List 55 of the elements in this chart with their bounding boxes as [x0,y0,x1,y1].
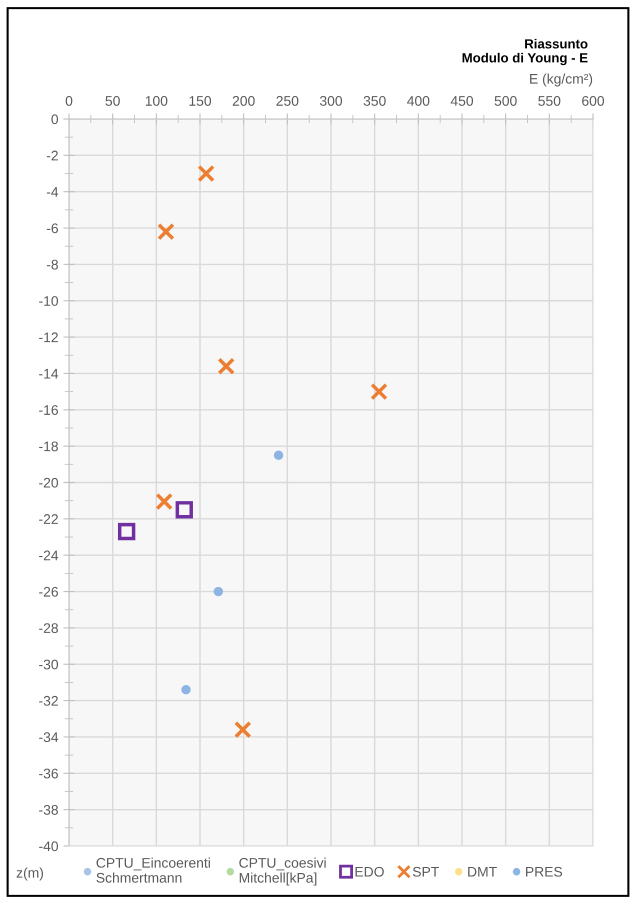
x-tick-label: 500 [494,96,517,106]
legend-label: CPTU_Eincoerenti Schmertmann [96,858,210,883]
y-tick-label: -18 [39,441,58,452]
point [214,586,224,596]
y-tick-label: -4 [46,187,58,197]
y-tick-label: -28 [39,623,58,634]
y-tick-label: -24 [39,550,58,560]
point [176,501,193,518]
chart-title: Riassunto [525,38,588,49]
y-tick-label: -10 [39,296,58,306]
x-tick-label: 50 [106,96,120,106]
y-tick-label: -8 [46,260,58,270]
x-axis-title: E (kg/cm²) [530,74,592,86]
point [370,382,388,400]
y-tick-label: -14 [39,368,58,378]
x-tick-label: 200 [232,96,255,106]
y-tick-label: -26 [39,586,58,597]
y-tick-label: 0 [51,114,58,124]
y-tick-label: -38 [39,804,58,815]
y-axis-title: z(m) [16,868,44,880]
legend-label: PRES [526,866,562,877]
x-tick-label: 550 [538,96,560,106]
point [157,223,175,240]
x-tick-label: 100 [146,96,168,106]
y-tick-label: -2 [46,150,58,160]
x-tick-label: 150 [189,96,212,106]
x-tick-label: 600 [582,96,604,106]
x-tick-label: 250 [276,96,298,106]
y-tick-label: -30 [39,660,58,670]
y-tick-label: -12 [39,332,58,342]
y-tick-label: -16 [39,405,58,415]
legend-label: DMT [468,866,497,877]
legend-label: EDO [356,866,384,877]
point [274,450,284,460]
y-tick-label: -6 [46,223,58,234]
point [156,492,173,510]
chart-subtitle: Modulo di Young - E [462,52,588,66]
x-tick-label: 450 [450,96,474,106]
point [197,164,215,182]
y-tick-label: -32 [39,696,58,706]
legend-label: SPT [412,866,439,877]
legend-label: CPTU_coesivi Mitchell[kPa] [239,858,326,886]
x-tick-label: 300 [320,96,342,106]
y-tick-label: -22 [39,514,58,524]
y-tick-label: -40 [39,841,58,852]
x-tick-label: 350 [364,96,386,106]
x-tick-label: 400 [407,96,430,106]
point [218,358,235,375]
point [181,684,191,694]
point [118,522,136,540]
point [234,721,252,738]
y-tick-label: -34 [39,732,58,742]
y-tick-label: -20 [39,478,58,488]
x-tick-label: 0 [66,96,72,106]
y-tick-label: -36 [39,768,58,778]
